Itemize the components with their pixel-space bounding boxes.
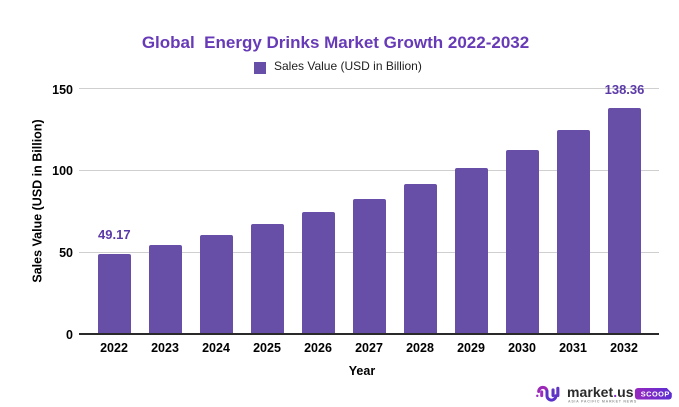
svg-text:ASIA PACIFIC MARKET NEWS: ASIA PACIFIC MARKET NEWS — [568, 400, 637, 404]
svg-text:market.us: market.us — [567, 384, 634, 400]
svg-text:SCOOP: SCOOP — [641, 389, 670, 398]
